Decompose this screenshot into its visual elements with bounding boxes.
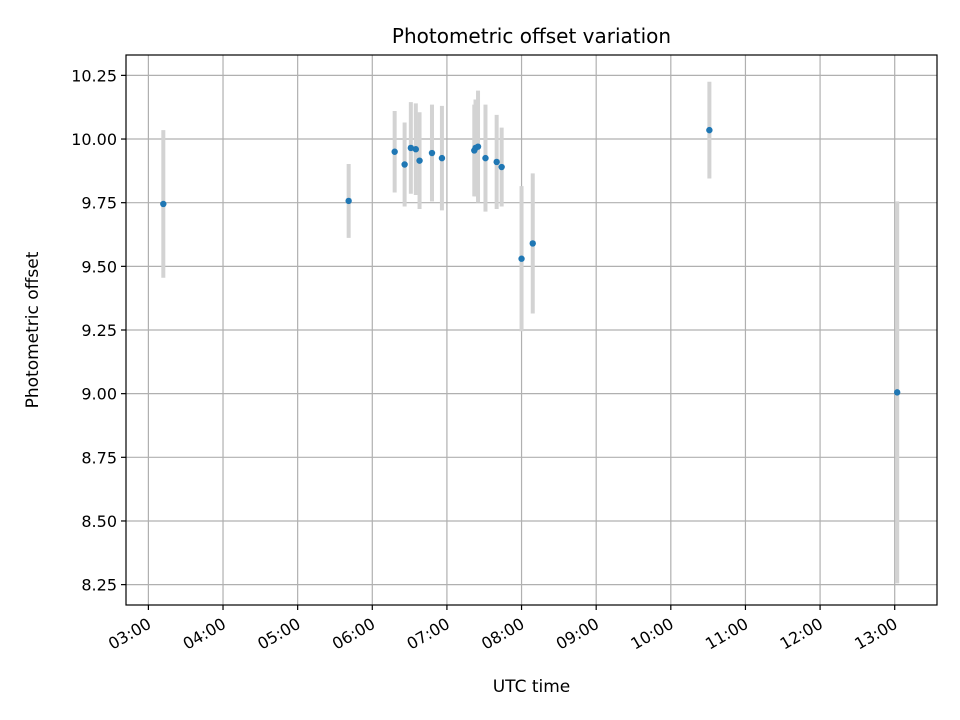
data-point xyxy=(160,200,167,208)
data-point xyxy=(518,255,525,262)
y-tick-label: 9.25 xyxy=(81,321,117,340)
data-point xyxy=(412,146,420,153)
data-point xyxy=(345,197,352,205)
data-point xyxy=(893,389,901,396)
chart-title: Photometric offset variation xyxy=(392,24,671,48)
x-axis-title: UTC time xyxy=(493,677,571,697)
grid xyxy=(126,55,937,605)
data-point xyxy=(407,144,415,152)
y-tick-label: 10.00 xyxy=(71,130,117,149)
data-point xyxy=(428,149,436,157)
data-point xyxy=(401,161,408,168)
data-point xyxy=(706,126,713,134)
data-point xyxy=(498,163,505,171)
y-tick-label: 9.50 xyxy=(81,257,117,276)
data-point xyxy=(493,158,500,166)
data-point xyxy=(438,154,446,162)
data-point xyxy=(474,143,482,150)
y-tick-label: 9.75 xyxy=(81,194,117,213)
y-axis-ticks: 8.25 8.50 8.75 9.00 9.25 9.50 9.75 10.00 10.25 xyxy=(71,66,126,595)
data-point xyxy=(529,240,536,247)
y-tick-label: 8.75 xyxy=(81,448,117,467)
y-axis-title: Photometric offset xyxy=(23,251,43,408)
data-point xyxy=(482,154,489,162)
data-point xyxy=(416,157,423,164)
y-tick-label: 9.00 xyxy=(81,385,117,404)
y-tick-label: 8.50 xyxy=(81,512,117,531)
y-tick-label: 10.25 xyxy=(71,66,117,85)
y-tick-label: 8.25 xyxy=(81,576,117,595)
data-point xyxy=(391,148,398,155)
data-points xyxy=(160,126,901,396)
